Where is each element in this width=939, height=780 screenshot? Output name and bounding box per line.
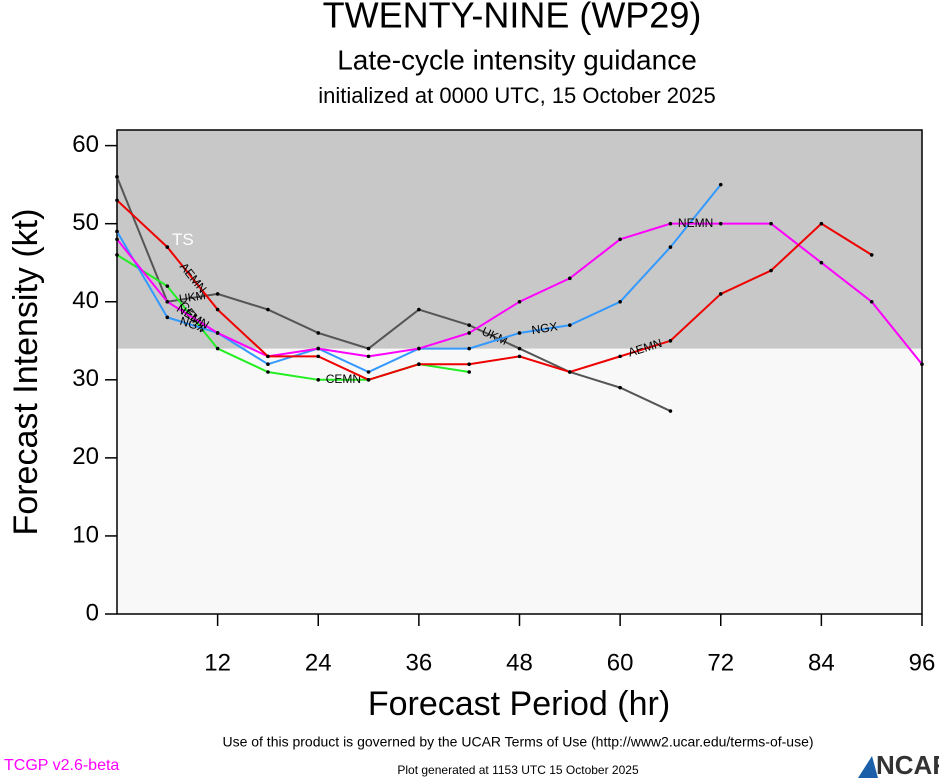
series-point (366, 370, 371, 374)
series-point (266, 307, 270, 312)
series-label: UKM (178, 288, 207, 306)
x-axis-label: Forecast Period (hr) (368, 685, 670, 723)
series-point (718, 292, 723, 296)
series-point (366, 346, 371, 351)
series-point (769, 221, 773, 226)
series-point (668, 221, 673, 226)
series-point (266, 362, 270, 366)
series-point (618, 299, 622, 304)
series-point (668, 338, 673, 343)
y-tick-label: 40 (72, 287, 99, 314)
series-point (316, 378, 321, 382)
series-point (668, 245, 673, 249)
chart-title: TWENTY-NINE (WP29) (323, 0, 702, 36)
series-point (467, 331, 471, 335)
series-point (467, 362, 471, 366)
series-point (869, 299, 874, 304)
series-point (115, 198, 119, 203)
series-point (366, 378, 371, 382)
series-point (417, 307, 421, 312)
y-axis-label: Forecast Intensity (kt) (7, 209, 45, 536)
series-point (115, 229, 119, 234)
generated: Plot generated at 1153 UTC 15 October 20… (397, 763, 639, 777)
series-point (517, 299, 522, 304)
series-point (316, 331, 321, 335)
series-point (417, 362, 421, 366)
y-tick-label: 10 (72, 521, 99, 548)
series-point (165, 245, 170, 249)
x-tick-label: 96 (909, 649, 936, 676)
series-label: NGX (531, 319, 559, 337)
y-tick-label: 50 (72, 209, 99, 236)
series-point (115, 175, 119, 179)
chart-subtitle: Late-cycle intensity guidance (337, 44, 697, 75)
series-point (366, 354, 371, 359)
series-point (568, 276, 572, 281)
init-text: initialized at 0000 UTC, 15 October 2025 (318, 83, 715, 108)
series-point (819, 260, 824, 265)
series-point (718, 221, 723, 226)
series-point (266, 370, 270, 374)
series-point (718, 182, 723, 187)
x-tick-label: 12 (204, 649, 231, 676)
threshold-band (117, 130, 922, 349)
series-point (115, 253, 119, 257)
y-tick-label: 60 (72, 131, 99, 158)
x-tick-label: 84 (808, 649, 835, 676)
series-point (467, 346, 471, 351)
series-point (266, 354, 270, 359)
series-point (769, 268, 773, 273)
series-point (517, 331, 522, 335)
series-point (869, 253, 874, 257)
series-point (618, 237, 622, 242)
version: TCGP v2.6-beta (4, 757, 119, 774)
series-point (920, 362, 924, 366)
y-tick-label: 30 (72, 365, 99, 392)
series-point (668, 409, 673, 413)
x-tick-label: 36 (406, 649, 433, 676)
x-tick-label: 60 (607, 649, 634, 676)
series-point (316, 346, 321, 351)
series-point (215, 307, 220, 312)
series-label: CEMN (326, 372, 361, 386)
series-point (618, 385, 622, 390)
series-point (215, 346, 220, 351)
x-tick-label: 72 (707, 649, 734, 676)
series-point (568, 370, 572, 374)
series-point (467, 323, 471, 327)
terms: Use of this product is governed by the U… (222, 734, 813, 750)
logo: NCAR (876, 750, 939, 780)
series-point (165, 315, 170, 320)
series-label: NEMN (678, 216, 713, 230)
series-point (215, 331, 220, 335)
series-point (417, 346, 421, 351)
series-point (165, 284, 170, 288)
series-line (116, 199, 873, 381)
series-point (467, 370, 471, 374)
series-point (215, 292, 220, 296)
y-tick-label: 20 (72, 443, 99, 470)
x-tick-label: 24 (305, 649, 332, 676)
series-point (517, 346, 522, 351)
threshold-label: TS (172, 230, 194, 249)
series-line (116, 176, 671, 412)
y-tick-label: 0 (86, 599, 99, 626)
series-point (568, 323, 572, 327)
series-point (819, 221, 824, 226)
x-tick-label: 48 (506, 649, 533, 676)
series-point (115, 237, 119, 242)
series-point (618, 354, 622, 359)
series-point (165, 299, 170, 304)
series-point (316, 354, 321, 359)
logo-mark (858, 756, 878, 778)
series-point (517, 354, 522, 359)
